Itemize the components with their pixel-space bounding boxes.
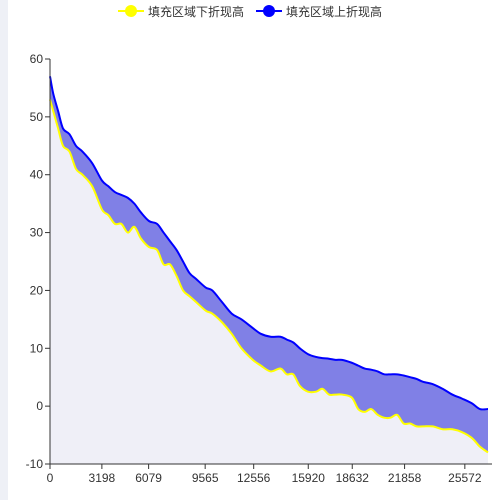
lines-layer — [49, 76, 489, 454]
legend-label-upper: 填充区域上折现高 — [286, 4, 383, 19]
y-tick-label: 40 — [30, 168, 44, 182]
band-layer — [50, 76, 488, 464]
y-tick-label: 60 — [30, 52, 44, 66]
x-tick-label: 6079 — [135, 471, 162, 485]
x-tick-label: 15920 — [292, 471, 326, 485]
legend-marker-lower-icon — [117, 4, 144, 18]
y-tick-label: -10 — [26, 457, 44, 471]
y-tick-label: 0 — [36, 399, 43, 413]
y-tick-label: 50 — [30, 110, 44, 124]
x-tick-label: 25572 — [448, 471, 482, 485]
x-tick-label: 21858 — [388, 471, 422, 485]
series-line-upper — [49, 76, 489, 411]
left-edge-strip — [0, 0, 8, 500]
lower-area-fill — [50, 99, 488, 464]
x-tick-label: 12556 — [237, 471, 271, 485]
y-tick-label: 10 — [30, 341, 44, 355]
x-tick-label: 3198 — [89, 471, 116, 485]
band-area-fill — [50, 76, 488, 453]
legend-item-lower[interactable]: 填充区域下折现高 — [117, 3, 244, 20]
x-tick-label: 18632 — [336, 471, 370, 485]
legend-marker-upper-icon — [256, 4, 282, 18]
y-tick-label: 30 — [30, 226, 44, 240]
series-line-lower — [49, 99, 489, 454]
x-tick-label: 0 — [47, 471, 54, 485]
y-tick-label: 20 — [30, 283, 44, 297]
legend-item-upper[interactable]: 填充区域上折现高 — [256, 3, 382, 20]
x-tick-label: 9565 — [192, 471, 219, 485]
legend-label-lower: 填充区域下折现高 — [147, 4, 244, 19]
legend: 填充区域下折现高 填充区域上折现高 — [0, 2, 500, 20]
